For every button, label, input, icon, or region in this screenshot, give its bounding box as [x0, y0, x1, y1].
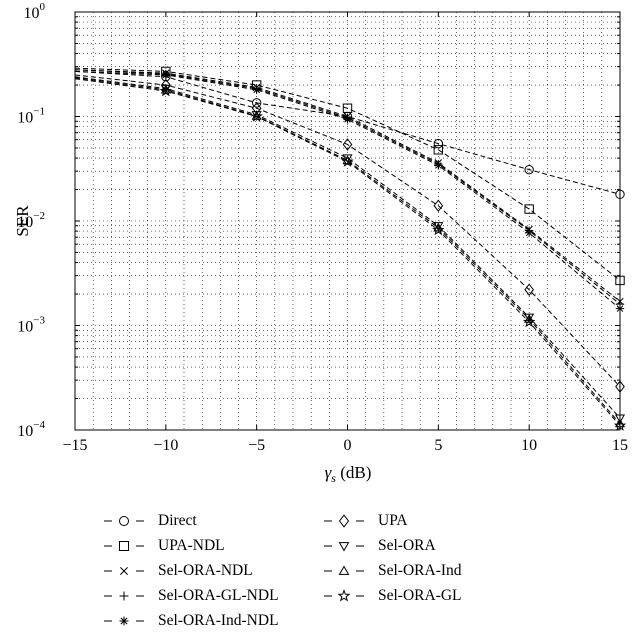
x-tick-label: 0: [344, 437, 352, 454]
series-line-sel-ora-ind-ndl: [74, 70, 621, 310]
data-point-upa: [433, 199, 444, 213]
legend-label: UPA: [378, 511, 408, 529]
series-sel-ora-gl: [74, 78, 627, 431]
y-tick-label: 10−3: [17, 315, 45, 336]
series-sel-ora-ind-ndl: [74, 70, 625, 313]
data-point-sel-ora: [433, 222, 444, 231]
series-upa-ndl: [74, 66, 625, 286]
x-tick-label: 10: [521, 437, 537, 454]
series-sel-ora-ndl: [74, 69, 624, 306]
legend-label: Sel-ORA-GL: [378, 586, 462, 604]
data-point-direct: [251, 98, 262, 108]
data-point-direct: [433, 138, 444, 149]
data-point-upa-ndl: [433, 145, 444, 155]
legend-swatch: [104, 540, 144, 551]
legend-label: Sel-ORA-NDL: [158, 561, 253, 579]
ser-chart: −15 −10 −5 0 5 10 15 100 10−1 10−2 10−3 10−4 SER γs…: [13, 1, 628, 485]
data-point-direct: [615, 189, 625, 200]
legend-item-sel-ora-gl-ndl: Sel-ORA-GL-NDL: [104, 583, 279, 608]
legend-label: UPA-NDL: [158, 536, 225, 554]
legend-column-right: UPA Sel-ORA Sel-ORA-Ind Sel-ORA-GL: [324, 508, 462, 608]
data-point-upa-ndl: [342, 103, 353, 113]
series-upa: [74, 74, 625, 393]
data-point-sel-ora-gl: [250, 110, 263, 122]
data-point-sel-ora-gl: [159, 84, 173, 97]
series-direct: [74, 70, 625, 200]
data-point-sel-ora-gl: [432, 223, 445, 236]
legend-item-sel-ora-ind: Sel-ORA-Ind: [324, 558, 462, 583]
legend-item-direct: Direct: [104, 508, 279, 533]
data-point-sel-ora-ind-ndl: [524, 228, 534, 238]
legend-swatch: [104, 616, 144, 625]
x-axis-label-symbol: γ: [325, 463, 333, 482]
x-tick-label: 5: [434, 437, 442, 454]
legend-label: Sel-ORA: [378, 536, 436, 554]
y-tick-label: 10−2: [17, 210, 45, 231]
data-point-upa: [342, 138, 353, 151]
y-tick-label: 10−4: [17, 419, 45, 440]
series-layer: [74, 66, 627, 431]
series-sel-ora-gl-ndl: [74, 69, 625, 309]
x-tick-label: −10: [153, 437, 178, 454]
series-sel-ora: [74, 76, 626, 424]
data-point-upa: [161, 78, 171, 92]
legend-item-sel-ora-ind-ndl: Sel-ORA-Ind-NDL: [104, 608, 279, 633]
data-point-upa-ndl: [524, 204, 534, 214]
data-point-sel-ora: [342, 154, 353, 164]
axis-ticks: −15 −10 −5 0 5 10 15 100 10−1 10−2 10−3 10−4: [17, 1, 628, 454]
y-tick-label: 100: [24, 1, 46, 22]
data-point-sel-ora-ind-ndl: [343, 115, 352, 124]
legend-label: Sel-ORA-GL-NDL: [158, 586, 279, 604]
x-tick-label: −15: [62, 437, 87, 454]
data-point-sel-ora-ind-ndl: [161, 70, 171, 80]
data-point-sel-ora-gl: [341, 155, 354, 167]
legend-swatch: [104, 566, 144, 575]
legend-swatch: [324, 513, 364, 528]
x-axis-label-unit: (dB): [336, 463, 371, 482]
data-point-sel-ora-ind-ndl: [252, 85, 261, 95]
data-point-upa: [524, 283, 534, 296]
legend-label: Sel-ORA-Ind: [378, 561, 462, 579]
data-point-sel-ora-gl: [522, 315, 536, 328]
legend-swatch: [324, 564, 364, 575]
x-axis-label-subscript: s: [331, 471, 336, 485]
legend-label: Sel-ORA-Ind-NDL: [158, 611, 279, 629]
legend-label: Direct: [158, 511, 197, 529]
legend: Direct UPA-NDL Sel-ORA-NDL Sel-ORA-GL-NDL Se…: [104, 508, 624, 636]
y-tick-label: 10−1: [17, 106, 45, 127]
x-tick-label: 15: [612, 437, 628, 454]
data-point-sel-ora-ind: [433, 222, 444, 232]
legend-item-sel-ora-ndl: Sel-ORA-NDL: [104, 558, 279, 583]
data-point-sel-ora: [614, 414, 626, 424]
legend-item-upa: UPA: [324, 508, 462, 533]
legend-item-upa-ndl: UPA-NDL: [104, 533, 279, 558]
data-point-direct: [524, 164, 534, 175]
legend-column-left: Direct UPA-NDL Sel-ORA-NDL Sel-ORA-GL-NDL Se…: [104, 508, 279, 633]
data-point-sel-ora-ind-ndl: [434, 161, 443, 170]
data-point-sel-ora-ind-ndl: [615, 304, 625, 313]
data-point-upa: [251, 101, 262, 115]
series-line-sel-ora-gl: [74, 78, 621, 426]
y-axis-label: SER: [13, 205, 32, 237]
legend-item-sel-ora-gl: Sel-ORA-GL: [324, 583, 462, 608]
x-axis-label: γs (dB): [325, 463, 372, 485]
x-tick-label: −5: [248, 437, 265, 454]
series-line-sel-ora-ind: [74, 77, 621, 424]
legend-swatch: [104, 515, 144, 526]
legend-item-sel-ora: Sel-ORA: [324, 533, 462, 558]
series-sel-ora-ind: [74, 77, 626, 428]
legend-swatch: [104, 591, 144, 600]
data-point-upa: [615, 380, 625, 393]
data-point-upa-ndl: [615, 275, 625, 286]
legend-swatch: [324, 541, 364, 552]
data-point-sel-ora-gl: [613, 419, 627, 431]
legend-swatch: [324, 588, 364, 602]
